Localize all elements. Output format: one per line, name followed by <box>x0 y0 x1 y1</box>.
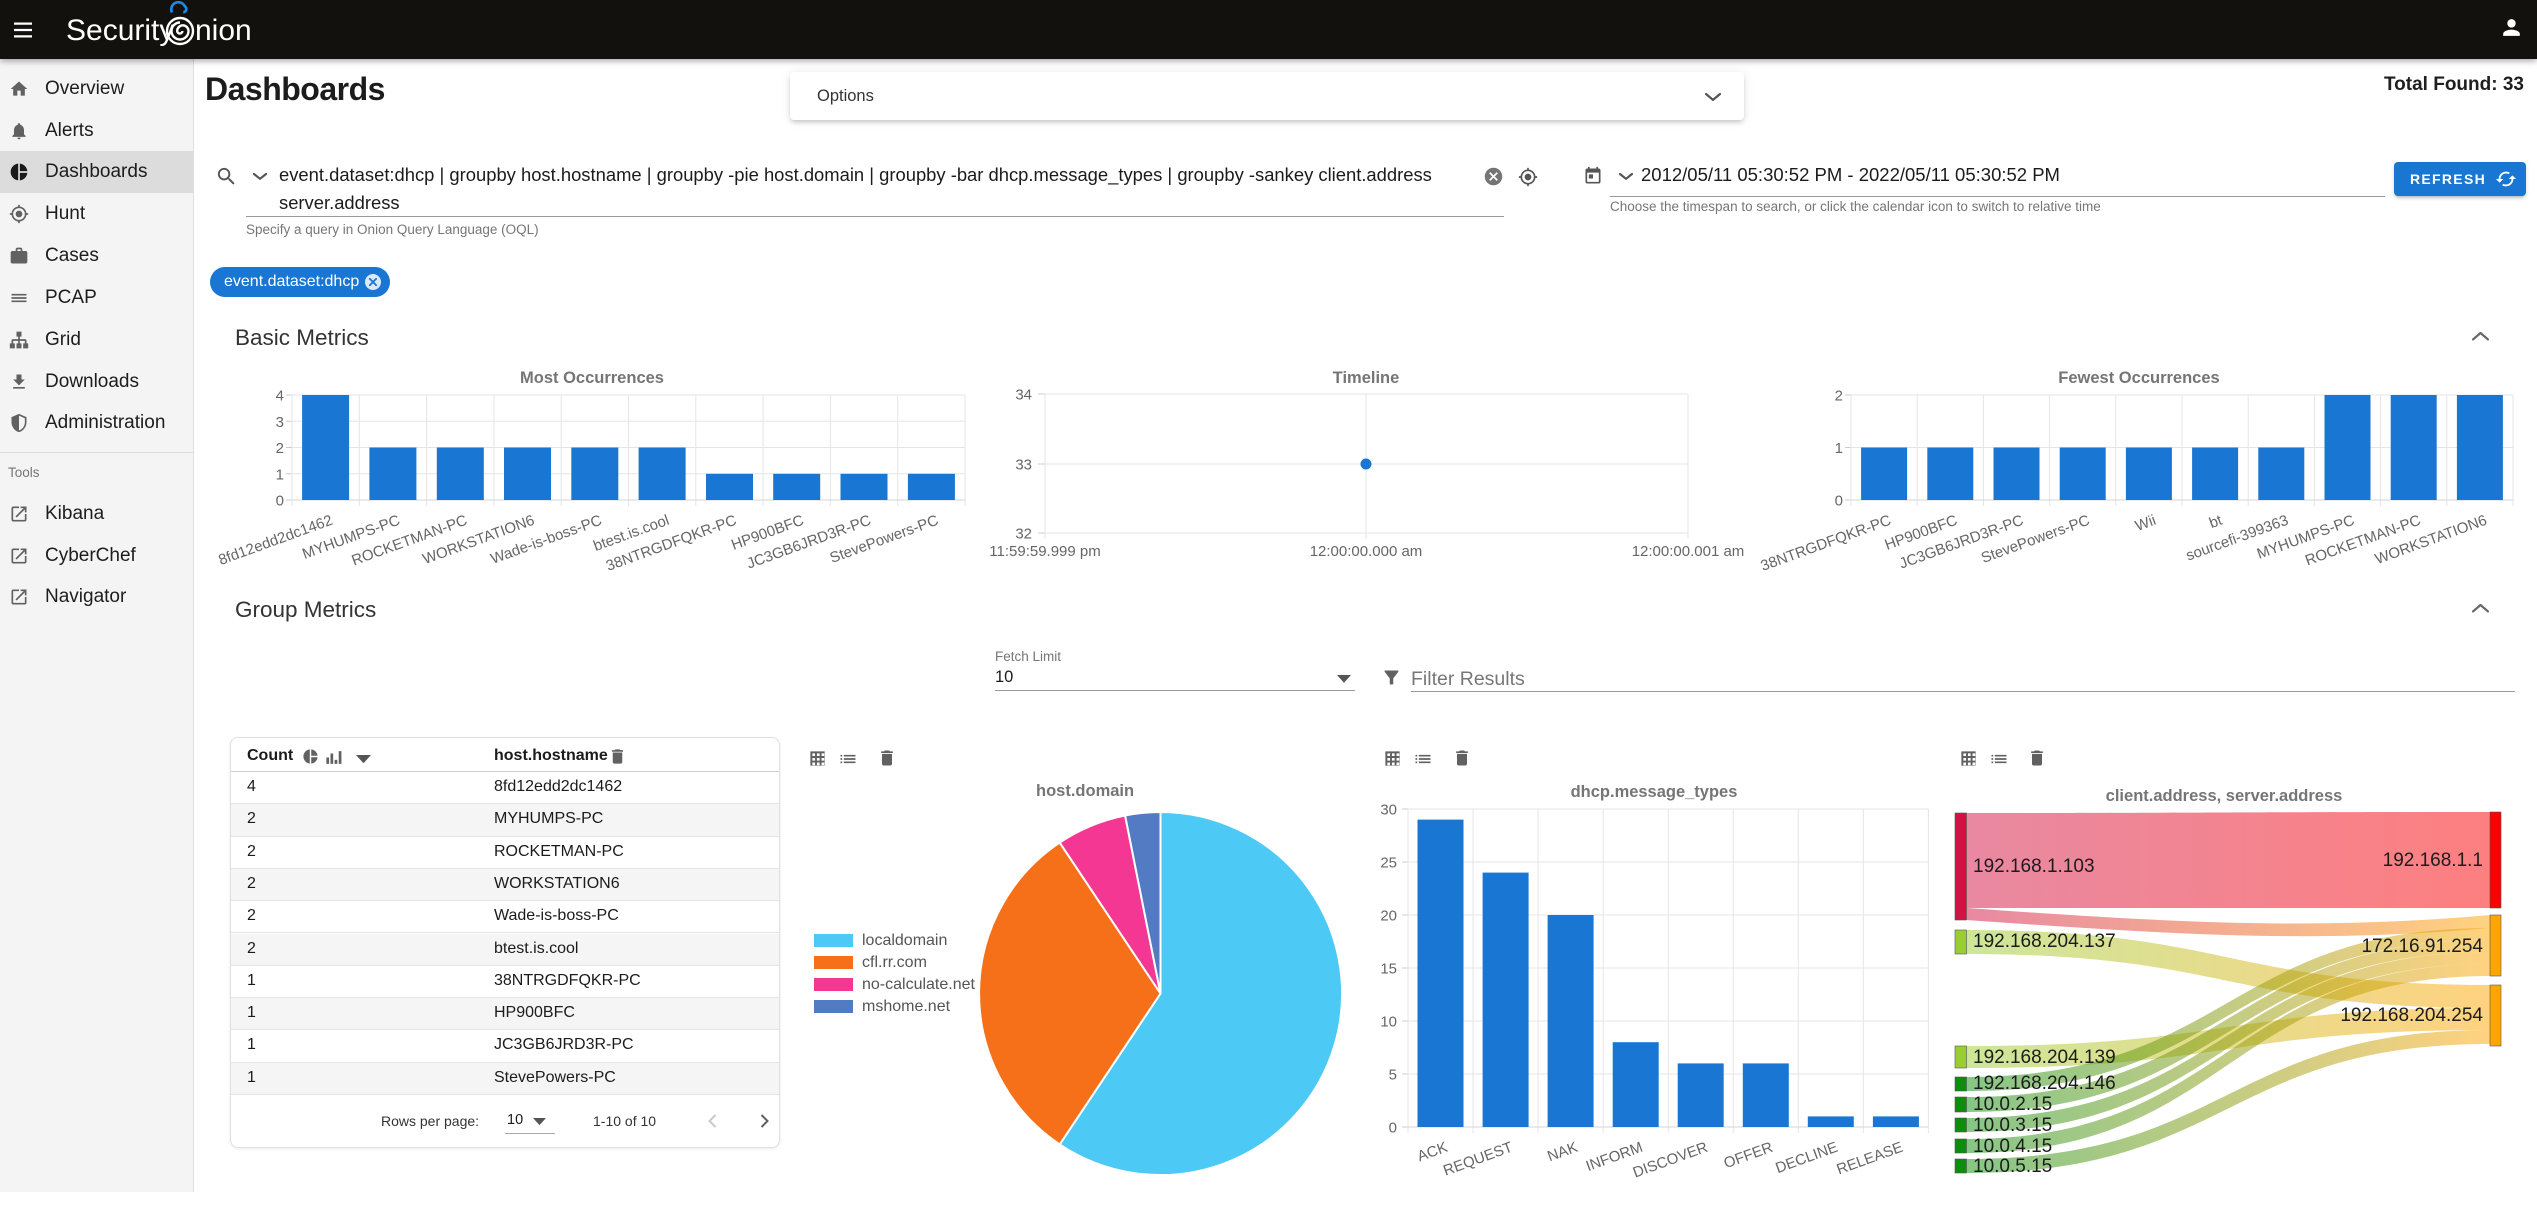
svg-text:192.168.1.1: 192.168.1.1 <box>2383 850 2483 871</box>
svg-text:11:59:59.999 pm: 11:59:59.999 pm <box>990 543 1101 560</box>
svg-text:WORKSTATION6: WORKSTATION6 <box>2373 512 2489 568</box>
svg-text:1: 1 <box>276 466 284 483</box>
svg-text:192.168.204.139: 192.168.204.139 <box>1973 1047 2116 1068</box>
svg-text:32: 32 <box>1015 526 1032 543</box>
svg-text:30: 30 <box>1380 802 1397 819</box>
svg-text:RELEASE: RELEASE <box>1834 1139 1905 1179</box>
svg-text:Most Occurrences: Most Occurrences <box>520 369 664 387</box>
svg-text:2: 2 <box>1835 388 1843 405</box>
svg-text:DISCOVER: DISCOVER <box>1631 1139 1711 1182</box>
svg-text:34: 34 <box>1015 387 1032 404</box>
svg-text:Wii: Wii <box>2133 512 2158 535</box>
svg-text:10.0.2.15: 10.0.2.15 <box>1973 1094 2052 1115</box>
svg-text:Timeline: Timeline <box>1333 369 1400 387</box>
svg-text:12:00:00.001 am: 12:00:00.001 am <box>1632 543 1745 560</box>
svg-text:DECLINE: DECLINE <box>1773 1139 1840 1177</box>
svg-text:3: 3 <box>276 414 284 431</box>
svg-text:10.0.3.15: 10.0.3.15 <box>1973 1115 2052 1136</box>
svg-text:0: 0 <box>276 493 284 510</box>
svg-text:OFFER: OFFER <box>1722 1139 1776 1172</box>
svg-text:REQUEST: REQUEST <box>1441 1139 1515 1180</box>
svg-text:192.168.204.137: 192.168.204.137 <box>1973 931 2116 952</box>
svg-text:2: 2 <box>276 440 284 457</box>
svg-text:12:00:00.000 am: 12:00:00.000 am <box>1310 543 1423 560</box>
svg-text:192.168.1.103: 192.168.1.103 <box>1973 856 2095 877</box>
svg-text:38NTRGDFQKR-PC: 38NTRGDFQKR-PC <box>1758 512 1893 575</box>
svg-text:5: 5 <box>1389 1066 1397 1083</box>
svg-text:192.168.204.254: 192.168.204.254 <box>2340 1005 2483 1026</box>
svg-text:0: 0 <box>1389 1119 1397 1136</box>
svg-text:10.0.5.15: 10.0.5.15 <box>1973 1156 2052 1177</box>
svg-text:10.0.4.15: 10.0.4.15 <box>1973 1136 2052 1157</box>
svg-text:Fewest Occurrences: Fewest Occurrences <box>2058 369 2219 387</box>
svg-text:192.168.204.146: 192.168.204.146 <box>1973 1073 2116 1094</box>
svg-text:NAK: NAK <box>1545 1139 1580 1166</box>
svg-text:client.address, server.address: client.address, server.address <box>2106 787 2343 805</box>
svg-text:15: 15 <box>1380 961 1397 978</box>
svg-text:10: 10 <box>1380 1013 1397 1030</box>
svg-text:4: 4 <box>276 388 284 405</box>
svg-text:20: 20 <box>1380 908 1397 925</box>
svg-text:0: 0 <box>1835 493 1843 510</box>
svg-text:1: 1 <box>1835 440 1843 457</box>
svg-text:25: 25 <box>1380 855 1397 872</box>
svg-text:33: 33 <box>1015 457 1032 474</box>
svg-text:bt: bt <box>2207 512 2225 533</box>
svg-text:dhcp.message_types: dhcp.message_types <box>1571 783 1738 801</box>
svg-text:172.16.91.254: 172.16.91.254 <box>2361 936 2483 957</box>
